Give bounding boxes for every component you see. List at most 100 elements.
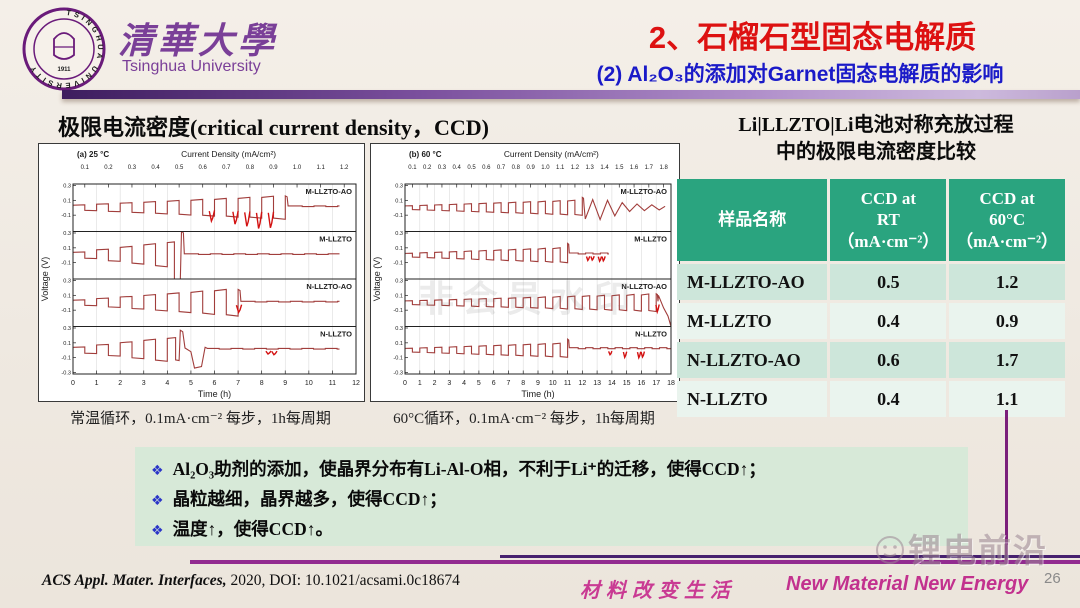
svg-text:M-LLZTO: M-LLZTO: [634, 235, 667, 244]
figure-ccd-60c: (b) 60 °C Current Density (mA/cm²) 0.1 0.2 0…: [370, 143, 680, 428]
svg-text:1.3: 1.3: [586, 165, 595, 171]
svg-text:0.1: 0.1: [395, 246, 403, 252]
citation: ACS Appl. Mater. Interfaces, 2020, DOI: …: [42, 572, 460, 590]
svg-text:-0.1: -0.1: [61, 308, 71, 314]
svg-text:6: 6: [492, 380, 496, 387]
svg-text:-0.3: -0.3: [61, 371, 71, 377]
svg-text:17: 17: [652, 380, 660, 387]
table-header-ccd-rt: CCD at RT （mA·cm⁻²）: [830, 179, 947, 261]
svg-text:0.8: 0.8: [246, 165, 255, 171]
svg-text:1.4: 1.4: [600, 165, 609, 171]
svg-text:18: 18: [667, 380, 675, 387]
brand-mascot-icon: [876, 536, 904, 564]
svg-text:0.1: 0.1: [395, 341, 403, 347]
svg-text:0.1: 0.1: [63, 341, 71, 347]
table-row: M-LLZTO 0.4 0.9: [677, 303, 1065, 339]
svg-text:0.1: 0.1: [63, 246, 71, 252]
table-title: Li|LLZTO|Li电池对称充放过程 中的极限电流密度比较: [688, 112, 1064, 166]
ccd-60-value: 0.9: [949, 303, 1065, 339]
citation-journal: ACS Appl. Mater. Interfaces,: [42, 572, 227, 589]
ccd-comparison-table: 样品名称 CCD at RT （mA·cm⁻²） CCD at 60°C （mA…: [674, 176, 1068, 420]
note-item: ❖ 温度↑，使得CCD↑。: [151, 516, 968, 546]
svg-text:0.3: 0.3: [438, 165, 447, 171]
svg-text:0.3: 0.3: [395, 279, 403, 285]
university-name-cn: 清華大學: [118, 20, 279, 62]
svg-text:Current Density (mA/cm²): Current Density (mA/cm²): [504, 149, 599, 159]
svg-text:N-LLZTO: N-LLZTO: [320, 330, 352, 339]
svg-text:5: 5: [189, 380, 193, 387]
ccd-rt-value: 0.4: [830, 381, 947, 417]
svg-text:1.5: 1.5: [615, 165, 624, 171]
note-text: 晶粒越细，晶界越多，使得CCD↑；: [172, 489, 447, 509]
emblem-bell-icon: [53, 32, 75, 60]
svg-text:1.2: 1.2: [340, 165, 349, 171]
footer-rule-bottom: [190, 560, 1080, 564]
sample-name: M-LLZTO: [677, 303, 828, 339]
svg-text:(b) 60 °C: (b) 60 °C: [409, 150, 442, 159]
university-name-en: Tsinghua University: [122, 58, 261, 75]
ccd-rt-value: 0.4: [830, 303, 947, 339]
svg-text:N-LLZTO: N-LLZTO: [635, 330, 667, 339]
tsinghua-logo: TSINGHUA UNIVERSITY 1911: [22, 7, 106, 91]
svg-text:7: 7: [236, 380, 240, 387]
table-header-sample: 样品名称: [677, 179, 828, 261]
svg-text:0: 0: [403, 380, 407, 387]
svg-text:1: 1: [418, 380, 422, 387]
ccd-rt-value: 0.5: [830, 264, 947, 300]
svg-text:0.1: 0.1: [81, 165, 90, 171]
svg-text:1.2: 1.2: [571, 165, 580, 171]
table-row: N-LLZTO-AO 0.6 1.7: [677, 342, 1065, 378]
svg-text:0.6: 0.6: [482, 165, 491, 171]
figure-caption-60c: 60°C循环，0.1mA·cm⁻² 每步，1h每周期: [393, 411, 655, 427]
svg-text:0.3: 0.3: [63, 184, 71, 190]
svg-text:0.3: 0.3: [63, 279, 71, 285]
svg-text:0.1: 0.1: [408, 165, 417, 171]
svg-text:1.6: 1.6: [630, 165, 639, 171]
ccd-60-value: 1.7: [949, 342, 1065, 378]
figure-caption-25c: 常温循环，0.1mA·cm⁻² 每步，1h每周期: [70, 411, 331, 427]
figure-ccd-25c: (a) 25 °C Current Density (mA/cm²) 0.1 0.2 0…: [38, 143, 365, 428]
note-text: Al₂O₃助剂的添加，使晶界分布有Li-Al-O相，不利于Li⁺的迁移，使得CC…: [172, 459, 766, 479]
svg-text:(a) 25 °C: (a) 25 °C: [77, 150, 109, 159]
svg-text:1.7: 1.7: [645, 165, 654, 171]
svg-text:Time (h): Time (h): [198, 389, 231, 399]
svg-text:13: 13: [593, 380, 601, 387]
slide-subtitle: (2) Al₂O₃的添加对Garnet固态电解质的影响: [596, 63, 1004, 86]
svg-text:2: 2: [118, 380, 122, 387]
svg-text:0.8: 0.8: [512, 165, 521, 171]
svg-text:0.1: 0.1: [395, 198, 403, 204]
svg-text:-0.1: -0.1: [61, 261, 71, 267]
slide-title: 2、石榴石型固态电解质: [648, 20, 977, 55]
svg-text:4: 4: [462, 380, 466, 387]
svg-text:4: 4: [165, 380, 169, 387]
svg-text:0.7: 0.7: [222, 165, 231, 171]
svg-text:11: 11: [329, 380, 336, 387]
svg-text:0.5: 0.5: [467, 165, 476, 171]
slogan-en: New Material New Energy: [786, 573, 1029, 595]
svg-text:2: 2: [433, 380, 437, 387]
svg-text:9: 9: [283, 380, 287, 387]
svg-text:6: 6: [213, 380, 217, 387]
svg-text:0.1: 0.1: [63, 198, 71, 204]
svg-text:Voltage (V): Voltage (V): [372, 257, 382, 302]
brand-watermark-text: 锂电前沿: [908, 532, 1048, 569]
svg-text:0.1: 0.1: [63, 293, 71, 299]
svg-text:-0.3: -0.3: [393, 371, 403, 377]
svg-text:-0.1: -0.1: [393, 261, 403, 267]
svg-text:0.2: 0.2: [104, 165, 113, 171]
svg-text:0.3: 0.3: [63, 326, 71, 332]
svg-text:7: 7: [506, 380, 510, 387]
svg-text:0.3: 0.3: [395, 184, 403, 190]
svg-text:3: 3: [142, 380, 146, 387]
svg-text:1.0: 1.0: [541, 165, 550, 171]
svg-text:14: 14: [608, 380, 616, 387]
svg-text:0.4: 0.4: [453, 165, 462, 171]
svg-text:0.6: 0.6: [199, 165, 208, 171]
sample-name: N-LLZTO-AO: [677, 342, 828, 378]
diamond-bullet-icon: ❖: [151, 493, 164, 509]
emblem-year: 1911: [57, 67, 71, 73]
svg-text:-0.1: -0.1: [61, 356, 71, 362]
svg-text:-0.1: -0.1: [61, 213, 71, 219]
ccd-chart-60c: (b) 60 °C Current Density (mA/cm²) 0.1 0.2 0…: [370, 143, 680, 402]
